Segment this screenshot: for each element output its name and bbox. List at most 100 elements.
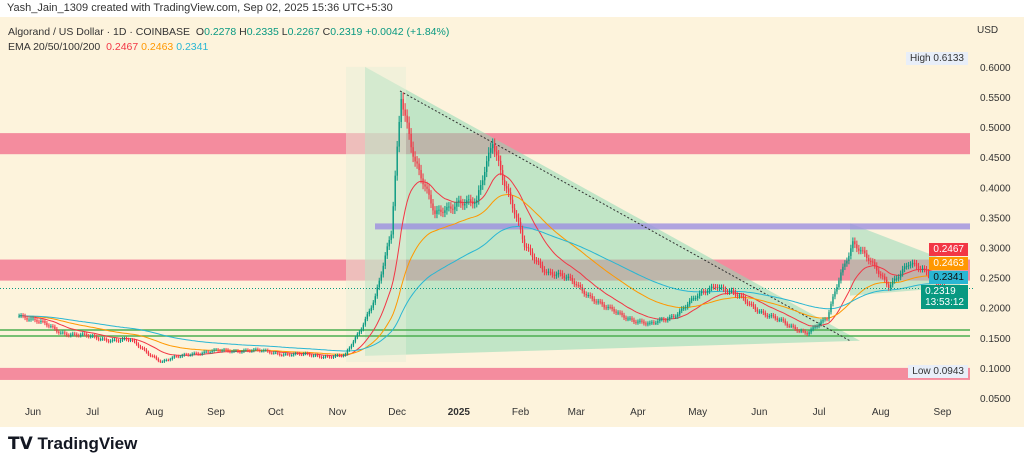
- candle-body: [265, 350, 267, 352]
- candle-body: [183, 354, 185, 356]
- candle-body: [810, 329, 812, 333]
- candle-body: [225, 349, 227, 351]
- candle-body: [40, 320, 42, 322]
- candle-body: [380, 274, 382, 281]
- x-tick-label: Jul: [86, 407, 99, 418]
- candle-body: [70, 334, 72, 336]
- candle-body: [886, 279, 888, 285]
- candle-body: [720, 287, 723, 289]
- candle-body: [448, 206, 450, 208]
- candle-body: [495, 151, 498, 156]
- candle-body: [444, 210, 446, 213]
- candle-body: [386, 246, 388, 256]
- candle-body: [884, 276, 886, 280]
- candle-body: [696, 296, 699, 299]
- candle-body: [131, 339, 134, 341]
- candle-body: [20, 315, 22, 317]
- candle-body: [774, 316, 776, 319]
- candle-body: [913, 262, 916, 264]
- ema-label[interactable]: EMA 20/50/100/200: [8, 41, 101, 53]
- candle-body: [292, 354, 295, 356]
- chart-area[interactable]: 0.6000 0.5500 0.5000 0.4500 0.4000 0.3500 0.30…: [0, 17, 1024, 427]
- candle-body: [294, 353, 297, 355]
- candle-body: [531, 251, 534, 257]
- candle-body: [541, 264, 544, 270]
- candle-body: [46, 323, 48, 326]
- candle-body: [462, 203, 464, 206]
- candle-body: [400, 98, 402, 122]
- candle-body: [587, 295, 589, 297]
- price-chart[interactable]: 0.6000 0.5500 0.5000 0.4500 0.4000 0.3500 0.30…: [0, 17, 1024, 427]
- candle-body: [593, 298, 595, 302]
- candle-body: [730, 290, 733, 292]
- candle-body: [613, 309, 615, 312]
- candle-body: [97, 338, 100, 340]
- candle-body: [476, 200, 478, 203]
- candle-body: [569, 276, 571, 278]
- candle-body: [60, 332, 62, 334]
- candle-body: [874, 262, 876, 266]
- candle-body: [109, 340, 112, 342]
- candle-body: [802, 330, 804, 332]
- candle-body: [105, 339, 108, 341]
- candle-body: [211, 350, 213, 353]
- ema50-line: [19, 193, 945, 355]
- candle-body: [314, 355, 317, 357]
- candle-body: [927, 272, 930, 276]
- candle-body: [712, 286, 715, 288]
- candle-body: [450, 206, 452, 209]
- candle-body: [82, 333, 84, 335]
- candle-body: [167, 359, 170, 361]
- tradingview-logo[interactable]: 𝗧𝗩 TradingView: [8, 434, 137, 454]
- candle-body: [657, 321, 659, 323]
- candle-body: [808, 332, 810, 335]
- candle-body: [378, 280, 380, 288]
- x-tick-label: Aug: [145, 407, 163, 418]
- candle-body: [484, 171, 486, 181]
- volume-profile-range: [346, 66, 406, 362]
- candle-body: [384, 255, 386, 266]
- candle-body: [868, 258, 870, 261]
- candle-body: [519, 221, 522, 230]
- candle-body: [107, 340, 110, 342]
- candle-body: [48, 325, 50, 327]
- x-tick-label: Oct: [268, 407, 284, 418]
- currency-label[interactable]: USD: [977, 25, 999, 36]
- symbol-name[interactable]: Algorand / US Dollar · 1D · COINBASE: [8, 26, 191, 38]
- candle-body: [623, 315, 625, 318]
- candle-body: [776, 318, 778, 320]
- candle-body: [422, 178, 424, 185]
- low-label: L: [281, 26, 288, 38]
- candle-body: [499, 160, 502, 171]
- candle-body: [137, 344, 140, 347]
- candle-body: [217, 349, 219, 351]
- candle-body: [74, 333, 76, 335]
- candle-body: [786, 323, 788, 326]
- candle-body: [296, 353, 299, 355]
- x-tick-label: 2025: [448, 407, 471, 418]
- candle-body: [621, 312, 623, 316]
- candle-body: [645, 323, 647, 325]
- candle-body: [157, 358, 160, 361]
- close-value: 0.2319: [330, 26, 363, 38]
- candle-body: [283, 354, 285, 356]
- candle-body: [129, 339, 132, 341]
- candle-body: [358, 332, 361, 335]
- candle-body: [917, 266, 920, 269]
- candle-body: [878, 270, 880, 275]
- candle-body: [870, 260, 872, 262]
- candle-body: [247, 349, 249, 351]
- candle-body: [746, 301, 749, 304]
- candle-body: [84, 333, 86, 335]
- candle-body: [205, 351, 207, 353]
- candle-body: [511, 199, 514, 209]
- candle-body: [163, 360, 166, 362]
- candle-body: [891, 280, 894, 285]
- candle-body: [370, 307, 372, 312]
- candle-body: [728, 290, 731, 293]
- open-value: 0.2278: [204, 26, 237, 38]
- candle-body: [738, 295, 741, 297]
- candle-body: [625, 317, 627, 319]
- candle-body: [734, 292, 737, 295]
- candle-body: [30, 318, 32, 320]
